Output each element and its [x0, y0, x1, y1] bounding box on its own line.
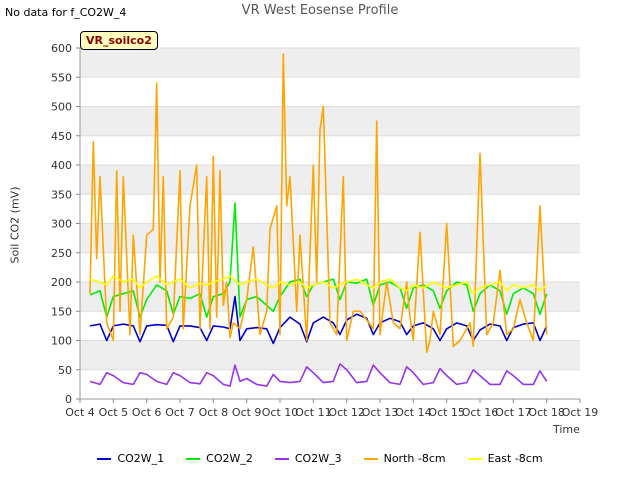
y-axis-label: Soil CO2 (mV)	[8, 186, 22, 264]
legend-label: CO2W_2	[206, 452, 253, 465]
x-tick-label: Oct 17	[495, 406, 532, 419]
legend-swatch	[274, 457, 289, 460]
legend: CO2W_1 CO2W_2 CO2W_3 North -8cm East -8c…	[0, 452, 640, 465]
grid-band	[80, 340, 580, 370]
chart-title: VR West Eosense Profile	[241, 3, 399, 18]
x-axis-label: Time	[553, 423, 580, 436]
y-tick-label: 150	[51, 305, 72, 318]
legend-item-co2w2: CO2W_2	[186, 452, 253, 465]
x-tick-label: Oct 9	[232, 406, 262, 419]
x-tick-label: Oct 12	[328, 406, 365, 419]
grid-band	[80, 106, 580, 136]
y-tick-label: 300	[51, 218, 72, 231]
y-tick-label: 200	[51, 276, 72, 289]
series-line-north-8cm	[89, 53, 548, 354]
x-tick-label: Oct 5	[99, 406, 129, 419]
grid-band	[80, 223, 580, 253]
x-tick-label: Oct 18	[528, 406, 565, 419]
legend-label: CO2W_1	[117, 452, 165, 465]
y-tick-label: 50	[58, 364, 72, 377]
x-tick-label: Oct 14	[395, 406, 432, 419]
y-tick-label: 600	[51, 42, 72, 55]
legend-swatch	[363, 457, 378, 460]
legend-label: East -8cm	[487, 452, 543, 465]
legend-label: North -8cm	[383, 452, 446, 465]
legend-swatch	[467, 457, 482, 460]
plot-background	[80, 47, 580, 400]
legend-swatch	[186, 457, 201, 460]
y-tick-label: 400	[51, 159, 72, 172]
legend-label: CO2W_3	[294, 452, 342, 465]
x-tick-label: Oct 10	[262, 406, 299, 419]
y-tick-label: 250	[51, 247, 72, 260]
legend-swatch	[97, 457, 112, 460]
legend-item-co2w1: CO2W_1	[97, 452, 164, 465]
series-line-co2w-3	[89, 363, 548, 387]
legend-item-east: East -8cm	[467, 452, 543, 465]
x-tick-label: Oct 16	[462, 406, 499, 419]
y-tick-label: 450	[51, 130, 72, 143]
y-tick-label: 100	[51, 335, 72, 348]
y-tick-label: 350	[51, 188, 72, 201]
axes: 0 50 100 150 200 250 300 350 400 450 500 550 600 Oct …	[51, 42, 598, 419]
x-tick-label: Oct 6	[132, 406, 162, 419]
x-tick-label: Oct 7	[165, 406, 195, 419]
legend-item-co2w3: CO2W_3	[274, 452, 342, 465]
no-data-note: No data for f_CO2W_4	[5, 6, 127, 19]
series-line-east-8cm	[89, 275, 548, 295]
x-tick-label: Oct 8	[199, 406, 229, 419]
y-tick-label: 0	[65, 393, 72, 406]
legend-item-north: North -8cm	[363, 452, 446, 465]
x-tick-label: Oct 11	[295, 406, 332, 419]
y-tick-label: 550	[51, 71, 72, 84]
y-tick-label: 500	[51, 101, 72, 114]
x-tick-label: Oct 13	[362, 406, 399, 419]
x-tick-label: Oct 15	[428, 406, 465, 419]
x-tick-label: Oct 4	[65, 406, 95, 419]
x-tick-label: Oct 19	[562, 406, 599, 419]
grid-band	[80, 48, 580, 78]
series-layer	[89, 53, 548, 387]
site-badge: VR_soilco2	[80, 31, 158, 50]
